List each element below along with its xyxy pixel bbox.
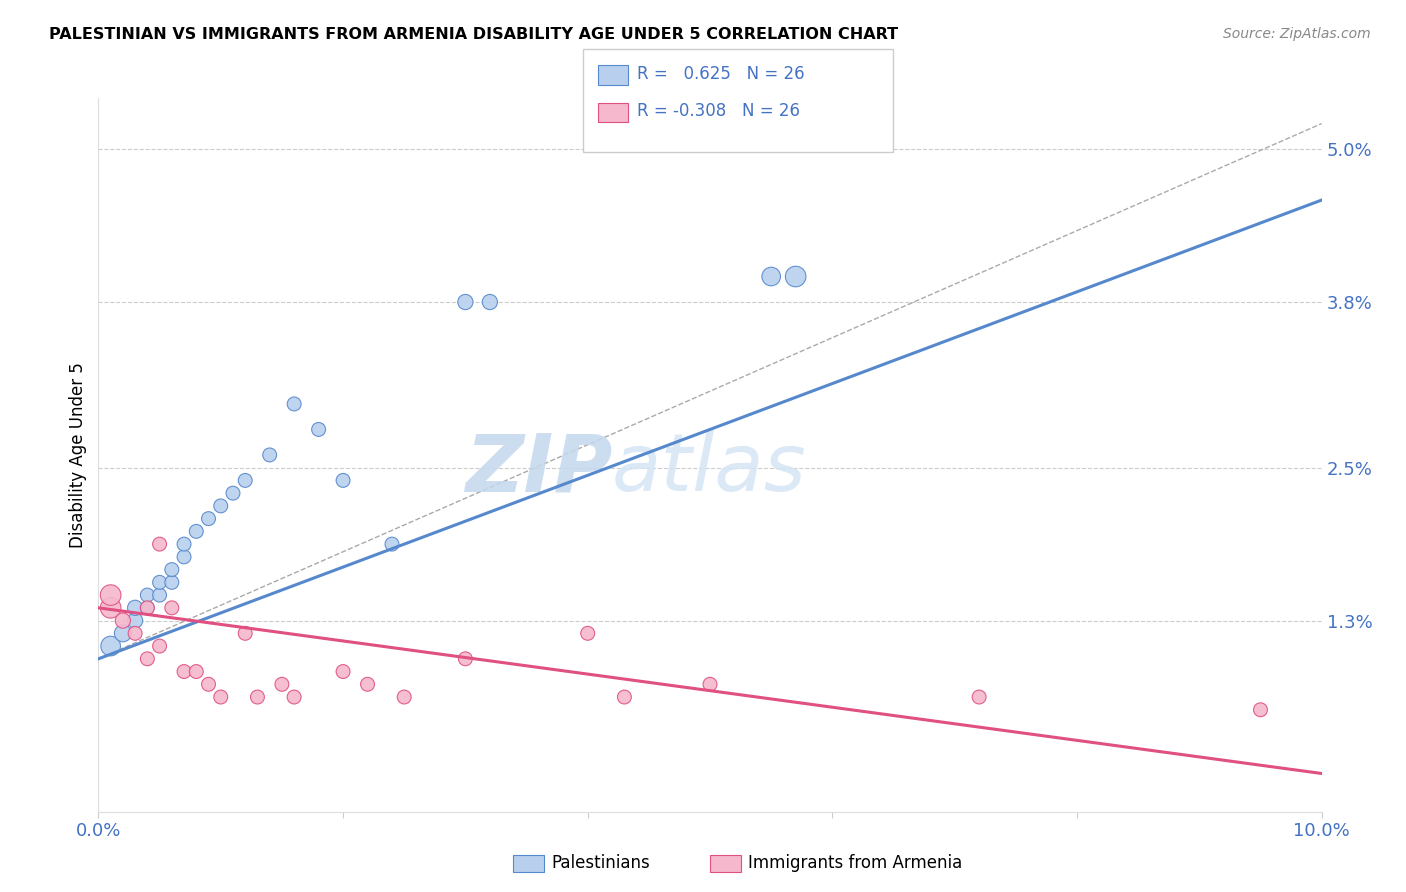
Point (270, 677, 292, 691)
Point (186, 665, 208, 679)
Point (136, 600, 159, 615)
Point (160, 600, 183, 615)
Point (381, 537, 404, 551)
Point (233, 626, 256, 640)
Point (246, 690, 269, 704)
Point (197, 677, 219, 691)
Point (100, 600, 122, 615)
Point (392, 690, 416, 704)
Point (283, 397, 305, 411)
Point (136, 652, 159, 666)
Point (454, 652, 477, 666)
Point (222, 486, 245, 500)
Point (173, 537, 195, 551)
Point (454, 295, 477, 310)
Point (308, 422, 330, 436)
Point (186, 524, 208, 539)
Point (124, 626, 146, 640)
Text: R = -0.308   N = 26: R = -0.308 N = 26 (637, 103, 800, 120)
Point (111, 614, 134, 628)
Point (111, 626, 134, 640)
Point (149, 639, 172, 653)
Y-axis label: Disability Age Under 5: Disability Age Under 5 (69, 362, 87, 548)
Point (699, 677, 721, 691)
Point (283, 690, 305, 704)
Text: Source: ZipAtlas.com: Source: ZipAtlas.com (1223, 27, 1371, 41)
Point (149, 575, 172, 590)
Point (1249, 703, 1271, 717)
Point (136, 588, 159, 602)
Point (149, 588, 172, 602)
Point (100, 588, 122, 602)
Point (124, 600, 146, 615)
Point (259, 448, 281, 462)
Point (209, 690, 232, 704)
Point (173, 665, 195, 679)
Point (785, 269, 807, 284)
Point (173, 549, 195, 564)
Text: PALESTINIAN VS IMMIGRANTS FROM ARMENIA DISABILITY AGE UNDER 5 CORRELATION CHART: PALESTINIAN VS IMMIGRANTS FROM ARMENIA D… (49, 27, 898, 42)
Point (124, 614, 146, 628)
Point (332, 665, 354, 679)
Point (332, 474, 354, 488)
Point (967, 690, 990, 704)
Point (160, 563, 183, 577)
Point (197, 511, 219, 525)
Point (478, 295, 501, 310)
Point (136, 600, 159, 615)
Point (356, 677, 378, 691)
Text: ZIP: ZIP (465, 430, 612, 508)
Point (149, 537, 172, 551)
Text: Immigrants from Armenia: Immigrants from Armenia (748, 855, 962, 872)
Point (576, 626, 599, 640)
Text: Palestinians: Palestinians (551, 855, 650, 872)
Point (100, 639, 122, 653)
Text: R =   0.625   N = 26: R = 0.625 N = 26 (637, 65, 804, 83)
Point (613, 690, 636, 704)
Point (759, 269, 782, 284)
Point (209, 499, 232, 513)
Point (160, 575, 183, 590)
Text: atlas: atlas (612, 430, 807, 508)
Point (233, 474, 256, 488)
